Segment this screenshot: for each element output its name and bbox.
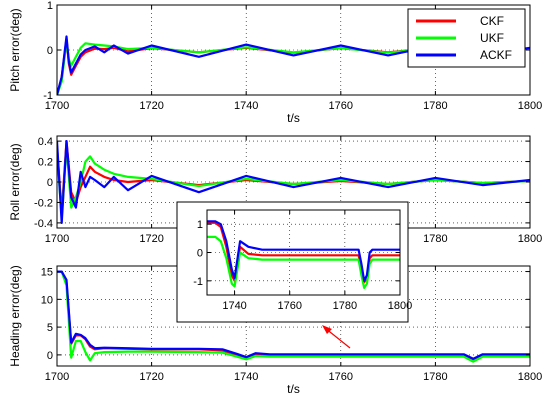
inset-series-group <box>207 220 400 289</box>
inset-series-ackf <box>207 220 400 282</box>
pitch-ytick-label-1: 0 <box>47 45 53 57</box>
pitch-xtick-label-4: 1780 <box>423 100 447 112</box>
heading-xtick-label-0: 1700 <box>45 371 69 383</box>
inset-ytick-label-2: 1 <box>197 219 203 231</box>
roll-ytick-label-1: -0.2 <box>34 197 53 209</box>
inset-ytick-label-0: -1 <box>193 276 203 288</box>
heading-xlabel: t/s <box>287 382 300 396</box>
heading-series-ackf <box>57 270 530 360</box>
inset-xtick-label-3: 1800 <box>388 300 412 312</box>
roll-series-ukf <box>57 145 530 219</box>
pitch-ytick-label-0: -1 <box>43 90 53 102</box>
pitch-ytick-label-2: 1 <box>47 0 53 12</box>
inset-xtick-label-1: 1760 <box>277 300 301 312</box>
roll-ytick-label-3: 0.2 <box>38 157 53 169</box>
inset-xtick-label-0: 1740 <box>222 300 246 312</box>
roll-ytick-label-0: -0.4 <box>34 218 53 230</box>
inset-series-ukf <box>207 235 400 289</box>
pitch-xtick-label-5: 1800 <box>518 100 542 112</box>
heading-ytick-label-1: 5 <box>47 322 53 334</box>
roll-ytick-label-2: 0 <box>47 177 53 189</box>
roll-xtick-label-0: 1700 <box>45 233 69 245</box>
roll-series-group <box>57 140 530 224</box>
heading-xtick-label-1: 1720 <box>139 371 163 383</box>
legend-label-ukf: UKF <box>480 31 504 45</box>
roll-xtick-label-5: 1800 <box>518 233 542 245</box>
heading-xtick-label-5: 1800 <box>518 371 542 383</box>
pitch-xtick-label-3: 1760 <box>329 100 353 112</box>
annotation-arrow-head <box>322 325 332 334</box>
pitch-xlabel: t/s <box>287 111 300 125</box>
heading-xtick-label-2: 1740 <box>234 371 258 383</box>
heading-xtick-label-4: 1780 <box>423 371 447 383</box>
inset-xtick-label-2: 1780 <box>333 300 357 312</box>
pitch-xtick-label-2: 1740 <box>234 100 258 112</box>
heading-ytick-label-3: 15 <box>41 267 53 279</box>
heading-ytick-label-2: 10 <box>41 294 53 306</box>
heading-ylabel: Heading error(deg) <box>8 265 22 366</box>
heading-series-ukf <box>57 270 530 363</box>
pitch-xtick-label-1: 1720 <box>139 100 163 112</box>
heading-ytick-label-0: 0 <box>47 350 53 362</box>
pitch-series-ackf <box>57 35 530 95</box>
roll-series-ackf <box>57 140 530 224</box>
roll-xtick-label-1: 1720 <box>139 233 163 245</box>
heading-xtick-label-3: 1760 <box>329 371 353 383</box>
legend-label-ckf: CKF <box>480 14 504 28</box>
pitch-xtick-label-0: 1700 <box>45 100 69 112</box>
legend: CKF UKF ACKF <box>407 8 526 68</box>
inset-ytick-label-1: 0 <box>197 248 203 260</box>
pitch-series-group <box>57 35 530 95</box>
legend-label-ackf: ACKF <box>480 48 512 62</box>
pitch-ylabel: Pitch error(deg) <box>8 8 22 91</box>
roll-ytick-label-4: 0.4 <box>38 136 53 148</box>
roll-xtick-label-4: 1780 <box>423 233 447 245</box>
heading-series-group <box>57 270 530 363</box>
inset-axes: 1740 1760 1780 1800 -1 0 1 <box>193 209 412 312</box>
roll-ylabel: Roll error(deg) <box>8 143 22 220</box>
